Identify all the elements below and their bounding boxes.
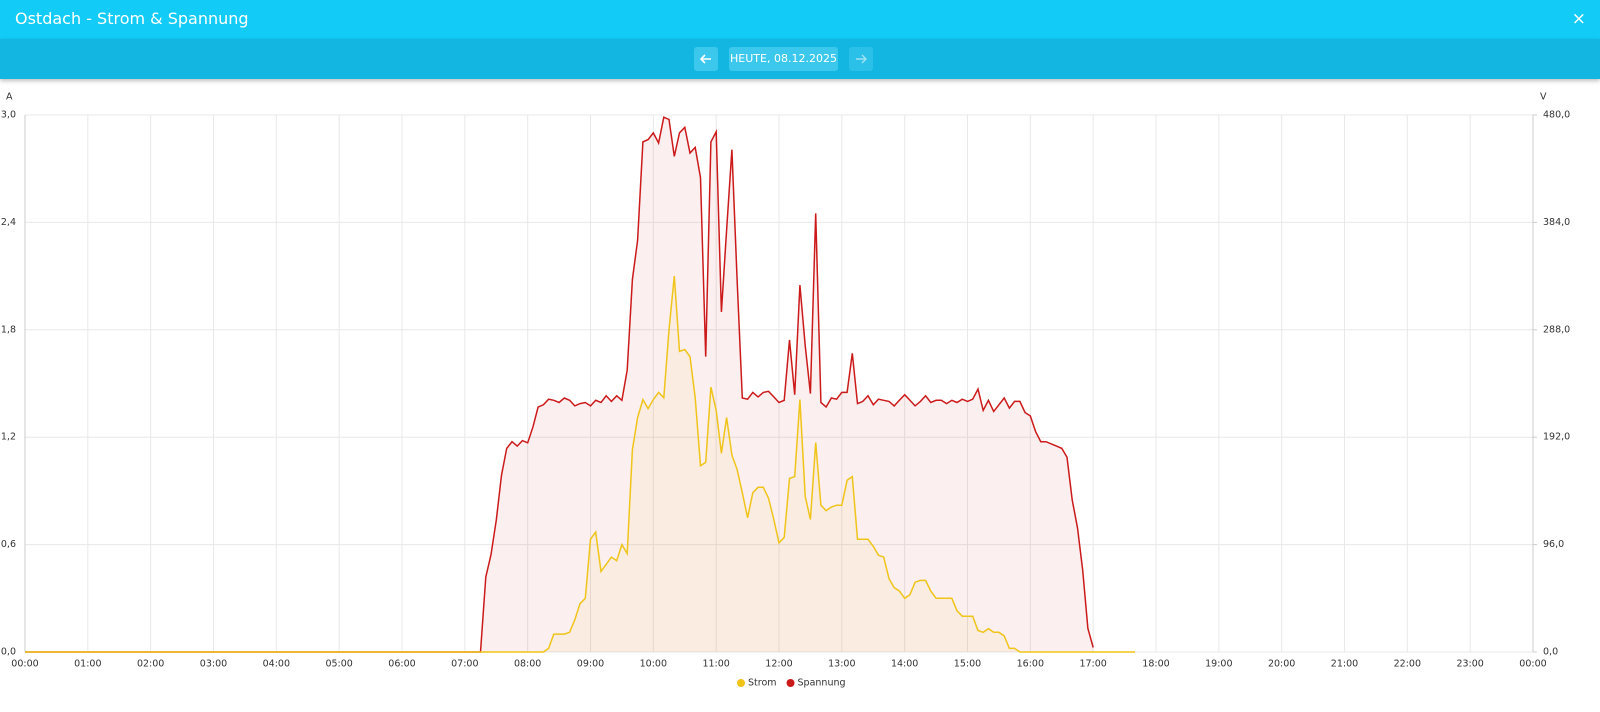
title-bar: Ostdach - Strom & Spannung × [0,0,1600,39]
x-tick-label: 22:00 [1394,659,1421,670]
y2-tick-label: 0,0 [1543,647,1558,658]
x-tick-label: 20:00 [1268,659,1295,670]
area [25,276,1136,652]
x-tick-label: 16:00 [1017,659,1044,670]
x-tick-label: 03:00 [200,659,227,670]
x-tick-label: 04:00 [263,659,290,670]
y2-tick-label: 192,0 [1543,432,1570,443]
legend-label: Strom [748,678,777,689]
legend-marker [786,679,795,687]
legend-marker [737,679,745,687]
x-tick-label: 17:00 [1079,659,1106,670]
x-tick-label: 18:00 [1142,659,1169,670]
y-tick-label: 0,0 [1,647,16,658]
x-tick-label: 00:00 [1519,659,1546,670]
x-tick-label: 09:00 [577,659,604,670]
arrow-right-icon [856,54,867,64]
y2-axis-label: V [1540,92,1547,103]
y-axis-label: A [6,92,13,103]
x-tick-label: 05:00 [325,659,352,670]
y2-tick-label: 384,0 [1543,217,1570,228]
x-tick-label: 11:00 [702,659,729,670]
x-tick-label: 08:00 [514,659,541,670]
date-bar: HEUTE, 08.12.2025 [0,39,1600,79]
x-tick-label: 19:00 [1205,659,1232,670]
legend-label: Spannung [798,678,846,689]
x-tick-label: 13:00 [828,659,855,670]
close-button[interactable]: × [1571,9,1586,29]
y-tick-label: 0,6 [1,539,16,550]
x-tick-label: 01:00 [74,659,101,670]
y2-tick-label: 480,0 [1543,110,1570,121]
chart: A V 00:00 01:00 02:00 03:00 04:00 05:00 06:00 07:… [1,92,1570,689]
y-tick-label: 3,0 [1,110,16,121]
x-tick-label: 14:00 [891,659,918,670]
y-tick-label: 1,2 [1,432,16,443]
y-tick-label: 2,4 [1,217,16,228]
x-tick-label: 23:00 [1456,659,1483,670]
x-tick-label: 06:00 [388,659,415,670]
arrow-left-icon [699,54,711,64]
dialog-title: Ostdach - Strom & Spannung [15,9,249,28]
y2-tick-label: 96,0 [1543,539,1564,550]
x-tick-label: 10:00 [640,659,667,670]
area [25,117,1094,652]
x-tick-label: 02:00 [137,659,164,670]
x-tick-label: 12:00 [765,659,792,670]
x-tick-label: 21:00 [1331,659,1358,670]
series-line [25,276,1136,653]
series-line [25,116,1094,653]
x-tick-label: 15:00 [954,659,981,670]
x-tick-label: 00:00 [11,659,38,670]
y2-tick-label: 288,0 [1543,324,1570,335]
x-tick-label: 07:00 [451,659,478,670]
next-day-button[interactable] [849,47,873,71]
y-tick-label: 1,8 [1,324,16,335]
prev-day-button[interactable] [694,47,718,71]
date-button[interactable]: HEUTE, 08.12.2025 [729,47,838,71]
